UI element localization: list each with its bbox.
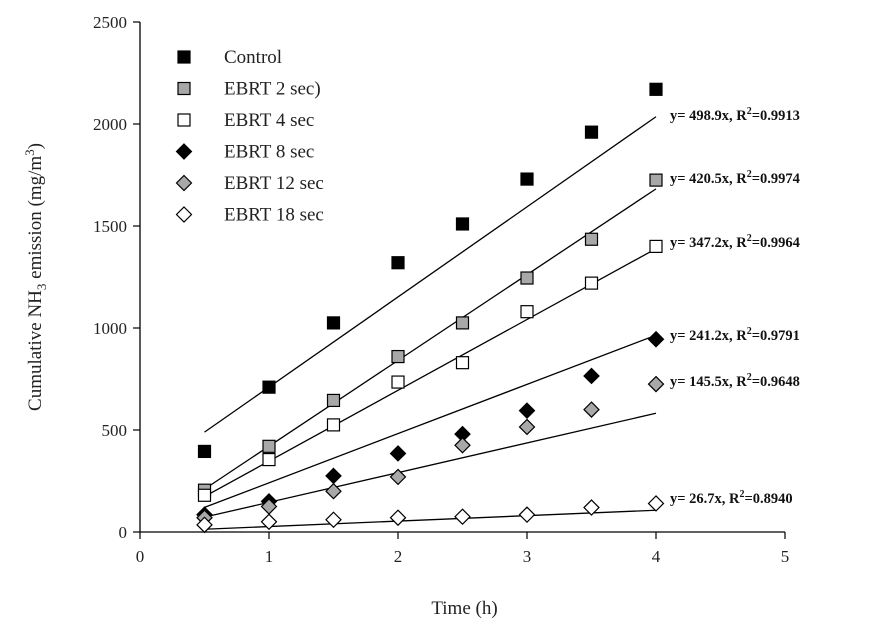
regression-equation: y= 498.9x, R2=0.9913 (670, 106, 800, 124)
y-tick-label: 1000 (93, 319, 127, 338)
y-tick-label: 0 (119, 523, 128, 542)
data-point (520, 172, 534, 186)
data-point (647, 495, 665, 512)
x-axis-title: Time (h) (431, 598, 497, 619)
y-axis-title: Cumulative NH3 emission (mg/m3) (22, 143, 49, 411)
data-point (262, 452, 276, 467)
data-point (391, 375, 405, 389)
data-point (389, 468, 407, 486)
legend-marker (177, 113, 191, 127)
legend-label: Control (224, 47, 282, 68)
data-point (326, 316, 341, 330)
data-point (197, 444, 212, 459)
data-point (262, 439, 276, 453)
data-point (520, 271, 534, 285)
fit-line (204, 188, 657, 490)
legend-label: EBRT 8 sec (224, 142, 314, 163)
data-point (391, 256, 405, 270)
data-point (647, 330, 665, 348)
axes: 0 1 2 3 4 5 0 500 1000 1500 2000 2500 Time (h) Cumula… (22, 13, 789, 619)
fit-line (204, 412, 657, 518)
data-point (518, 506, 536, 524)
data-point (454, 508, 471, 526)
data-point (583, 499, 600, 516)
data-point (326, 418, 341, 432)
data-point (326, 393, 341, 408)
fit-lines (204, 116, 657, 530)
data-point (584, 276, 599, 290)
legend-label: EBRT 2 sec) (224, 79, 321, 100)
data-point (583, 401, 600, 418)
data-point (649, 82, 663, 96)
x-tick-label: 5 (781, 547, 790, 566)
data-point (325, 511, 342, 529)
data-point (454, 436, 471, 454)
x-tick-label: 3 (523, 547, 532, 566)
legend-marker (177, 50, 191, 64)
data-point (260, 513, 278, 531)
data-point (325, 467, 342, 485)
x-tick-label: 0 (136, 547, 145, 566)
data-point (584, 232, 599, 246)
legend-label: EBRT 18 sec (224, 205, 324, 226)
fit-line (204, 248, 657, 498)
y-tick-label: 2000 (93, 115, 127, 134)
data-point (583, 367, 600, 385)
data-point (389, 509, 407, 527)
data-point (455, 217, 470, 231)
data-point (455, 316, 470, 330)
data-point (389, 445, 407, 462)
data-point (520, 305, 534, 319)
data-point (197, 488, 212, 502)
data-point (391, 349, 405, 364)
fit-line (204, 509, 657, 530)
data-point (649, 239, 663, 253)
regression-equation: y= 347.2x, R2=0.9964 (670, 233, 800, 251)
data-markers (196, 82, 665, 534)
y-tick-label: 500 (102, 421, 128, 440)
data-point (518, 402, 536, 419)
data-point (262, 380, 276, 394)
legend: Control EBRT 2 sec) EBRT 4 sec EBRT 8 sec EB… (175, 47, 324, 226)
data-point (584, 125, 599, 139)
regression-equation: y= 145.5x, R2=0.9648 (670, 372, 800, 390)
fit-line (204, 116, 657, 433)
data-point (325, 482, 342, 500)
regression-equations: y= 498.9x, R2=0.9913 y= 420.5x, R2=0.9974… (670, 106, 800, 507)
legend-label: EBRT 12 sec (224, 173, 324, 194)
y-tick-label: 2500 (93, 13, 127, 32)
x-tick-label: 1 (265, 547, 274, 566)
legend-marker (175, 174, 193, 192)
regression-equation: y= 420.5x, R2=0.9974 (670, 169, 800, 187)
legend-marker (177, 81, 191, 96)
fit-line (204, 334, 657, 509)
data-point (518, 418, 536, 436)
regression-equation: y= 241.2x, R2=0.9791 (670, 326, 800, 344)
data-point (649, 173, 663, 187)
legend-label: EBRT 4 sec (224, 110, 314, 131)
y-tick-label: 1500 (93, 217, 127, 236)
data-point (647, 375, 665, 393)
legend-marker (175, 143, 193, 160)
data-point (455, 356, 470, 370)
x-tick-label: 2 (394, 547, 403, 566)
regression-equation: y= 26.7x, R2=0.8940 (670, 489, 793, 507)
x-tick-label: 4 (652, 547, 661, 566)
legend-marker (175, 206, 193, 223)
